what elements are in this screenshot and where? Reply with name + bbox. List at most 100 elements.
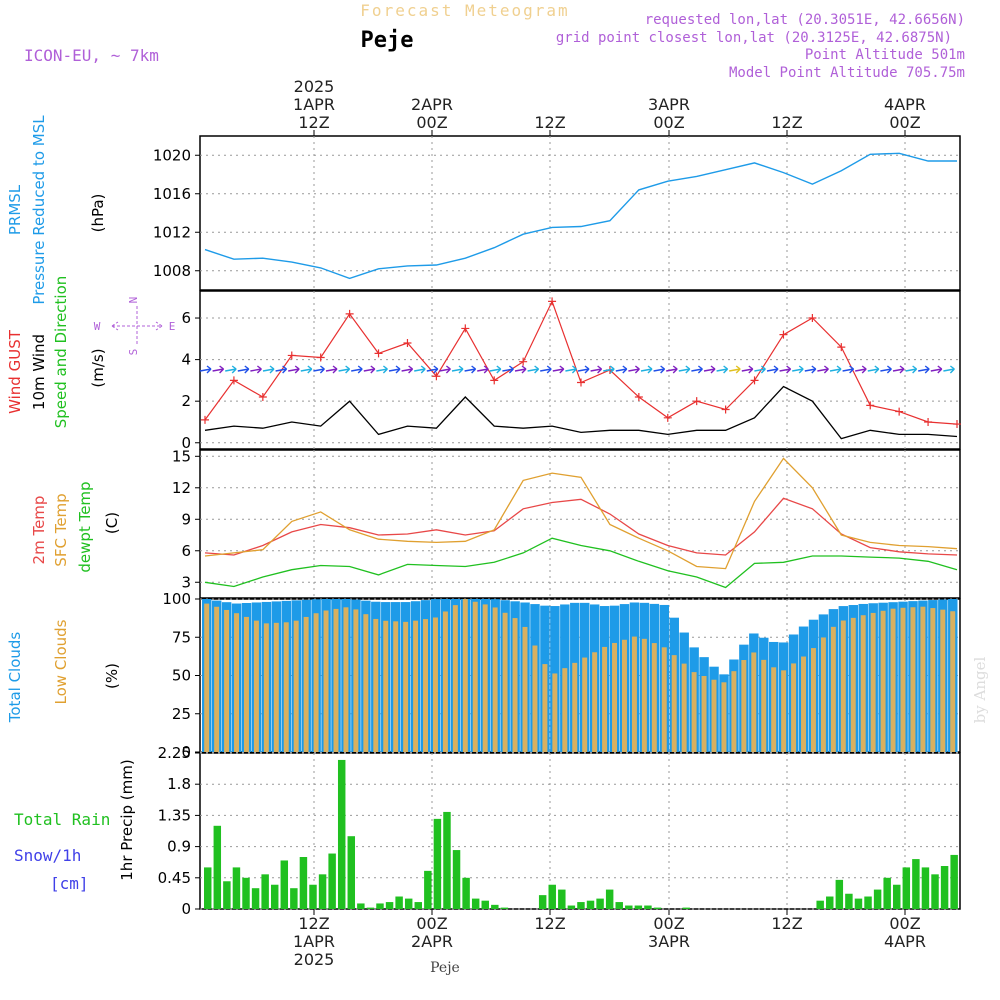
temp2m-label: 2m Temp (30, 496, 48, 565)
top-time-label: 12Z (771, 113, 802, 132)
value-tick-label: 2.25 (158, 744, 191, 762)
wind-direction-arrow (514, 365, 527, 374)
low-cloud-bar (930, 608, 936, 752)
compass-rose (111, 306, 163, 346)
value-tick-label: 4 (181, 351, 191, 369)
precip-bar (835, 879, 844, 909)
wind-direction-arrow (414, 365, 426, 374)
wind-direction-arrow (766, 365, 779, 374)
gridpoint-coords: grid point closest lon,lat (20.3125E, 42… (556, 30, 952, 46)
wind-direction-arrow (225, 365, 237, 374)
panel-frame (199, 449, 961, 599)
low-cloud-bar (423, 619, 429, 752)
low-clouds-label: Low Clouds (52, 619, 70, 704)
precip-bar (634, 905, 643, 909)
gust-marker (229, 376, 238, 385)
value-tick-label: 12 (172, 479, 191, 497)
pressure-unit: (hPa) (89, 194, 107, 233)
precip-bar (337, 759, 346, 909)
wind-direction-arrow (729, 365, 741, 374)
model-name: ICON-EU, ~ 7km (24, 46, 159, 65)
wind-direction-arrow (275, 365, 288, 374)
precip-bar (462, 877, 470, 909)
precip-bar (270, 884, 279, 909)
precip-bar (538, 895, 547, 909)
chart-title: Forecast Meteogram (360, 1, 569, 20)
gust-marker (953, 420, 961, 429)
value-tick-label: 9 (181, 510, 191, 528)
wind-direction-arrow (451, 365, 464, 374)
wind-direction-arrow (527, 365, 540, 374)
low-cloud-bar (293, 620, 299, 752)
value-tick-label: 3 (181, 573, 191, 591)
gust-marker (490, 376, 499, 385)
precip-bar (251, 888, 260, 909)
wind-direction-arrow (678, 365, 691, 374)
wind-direction-arrow (565, 365, 577, 374)
temp-unit: (C) (103, 512, 121, 534)
precip-bar (816, 900, 824, 909)
wind-direction-arrow (388, 365, 401, 374)
low-cloud-bar (870, 612, 876, 752)
wind-direction-arrow (338, 365, 351, 374)
low-cloud-bar (263, 623, 269, 752)
low-cloud-bar (582, 657, 588, 752)
precip-axis-label: 1hr Precip (mm) (118, 759, 136, 880)
low-cloud-bar (383, 620, 389, 752)
wind-direction-arrow (376, 365, 388, 374)
low-cloud-bar (572, 662, 578, 752)
wind-direction-arrow (779, 365, 792, 374)
wind-direction-arrow (401, 365, 414, 374)
low-cloud-bar (661, 647, 667, 752)
bottom-time-label: 4APR (884, 932, 926, 951)
model-altitude: Model Point Altitude 705.75m (729, 65, 965, 81)
gust-marker (779, 330, 788, 339)
low-cloud-bar (363, 614, 369, 752)
gust-marker (548, 297, 557, 306)
wind-direction-arrow (288, 365, 300, 374)
wind-dir-label: Speed and Direction (52, 276, 70, 429)
sfc-temp-label: SFC Temp (52, 493, 70, 566)
gust-marker (721, 405, 730, 414)
wind-direction-arrow (477, 365, 489, 374)
wind-series (204, 385, 958, 440)
sfc-temp-series (204, 457, 958, 570)
low-cloud-bar (810, 648, 816, 752)
top-time-label: 2APR (411, 95, 453, 114)
wind-direction-arrow (653, 365, 666, 374)
precip-bar (893, 884, 901, 909)
gust-marker (663, 413, 672, 422)
gust-marker (403, 338, 412, 347)
precip-bar (290, 888, 298, 909)
precip-bar (481, 900, 489, 909)
value-tick-label: 1016 (153, 185, 191, 203)
requested-coords: requested lon,lat (20.3051E, 42.6656N) (645, 12, 965, 28)
precip-bar (931, 874, 939, 909)
wind-direction-arrow (666, 365, 678, 374)
gust-marker (432, 372, 441, 381)
wind-direction-arrow (212, 365, 225, 374)
low-cloud-bar (542, 664, 548, 752)
value-tick-label: 1012 (153, 223, 191, 241)
low-cloud-bar (781, 670, 787, 752)
value-tick-label: 0.9 (167, 838, 191, 856)
low-cloud-bar (910, 607, 916, 752)
low-cloud-bar (522, 626, 528, 752)
panel-frame (199, 135, 961, 291)
pressure-label-2: Pressure Reduced to MSL (30, 115, 48, 305)
value-tick-label: 50 (172, 667, 191, 685)
wind-direction-arrow (716, 365, 729, 374)
low-cloud-bar (532, 645, 538, 752)
gust-marker (519, 357, 528, 366)
low-cloud-bar (204, 603, 210, 752)
gust-marker (808, 314, 817, 323)
snow-label: Snow/1h (14, 846, 81, 865)
value-tick-label: 1020 (153, 146, 191, 164)
precip-bar (558, 889, 566, 909)
precip-bar (452, 850, 461, 909)
pressure-label: PRMSL (6, 184, 24, 235)
wind-direction-arrow (464, 365, 477, 374)
value-tick-label: 0 (181, 900, 191, 918)
low-cloud-bar (671, 655, 677, 752)
precip-bar (366, 907, 375, 909)
